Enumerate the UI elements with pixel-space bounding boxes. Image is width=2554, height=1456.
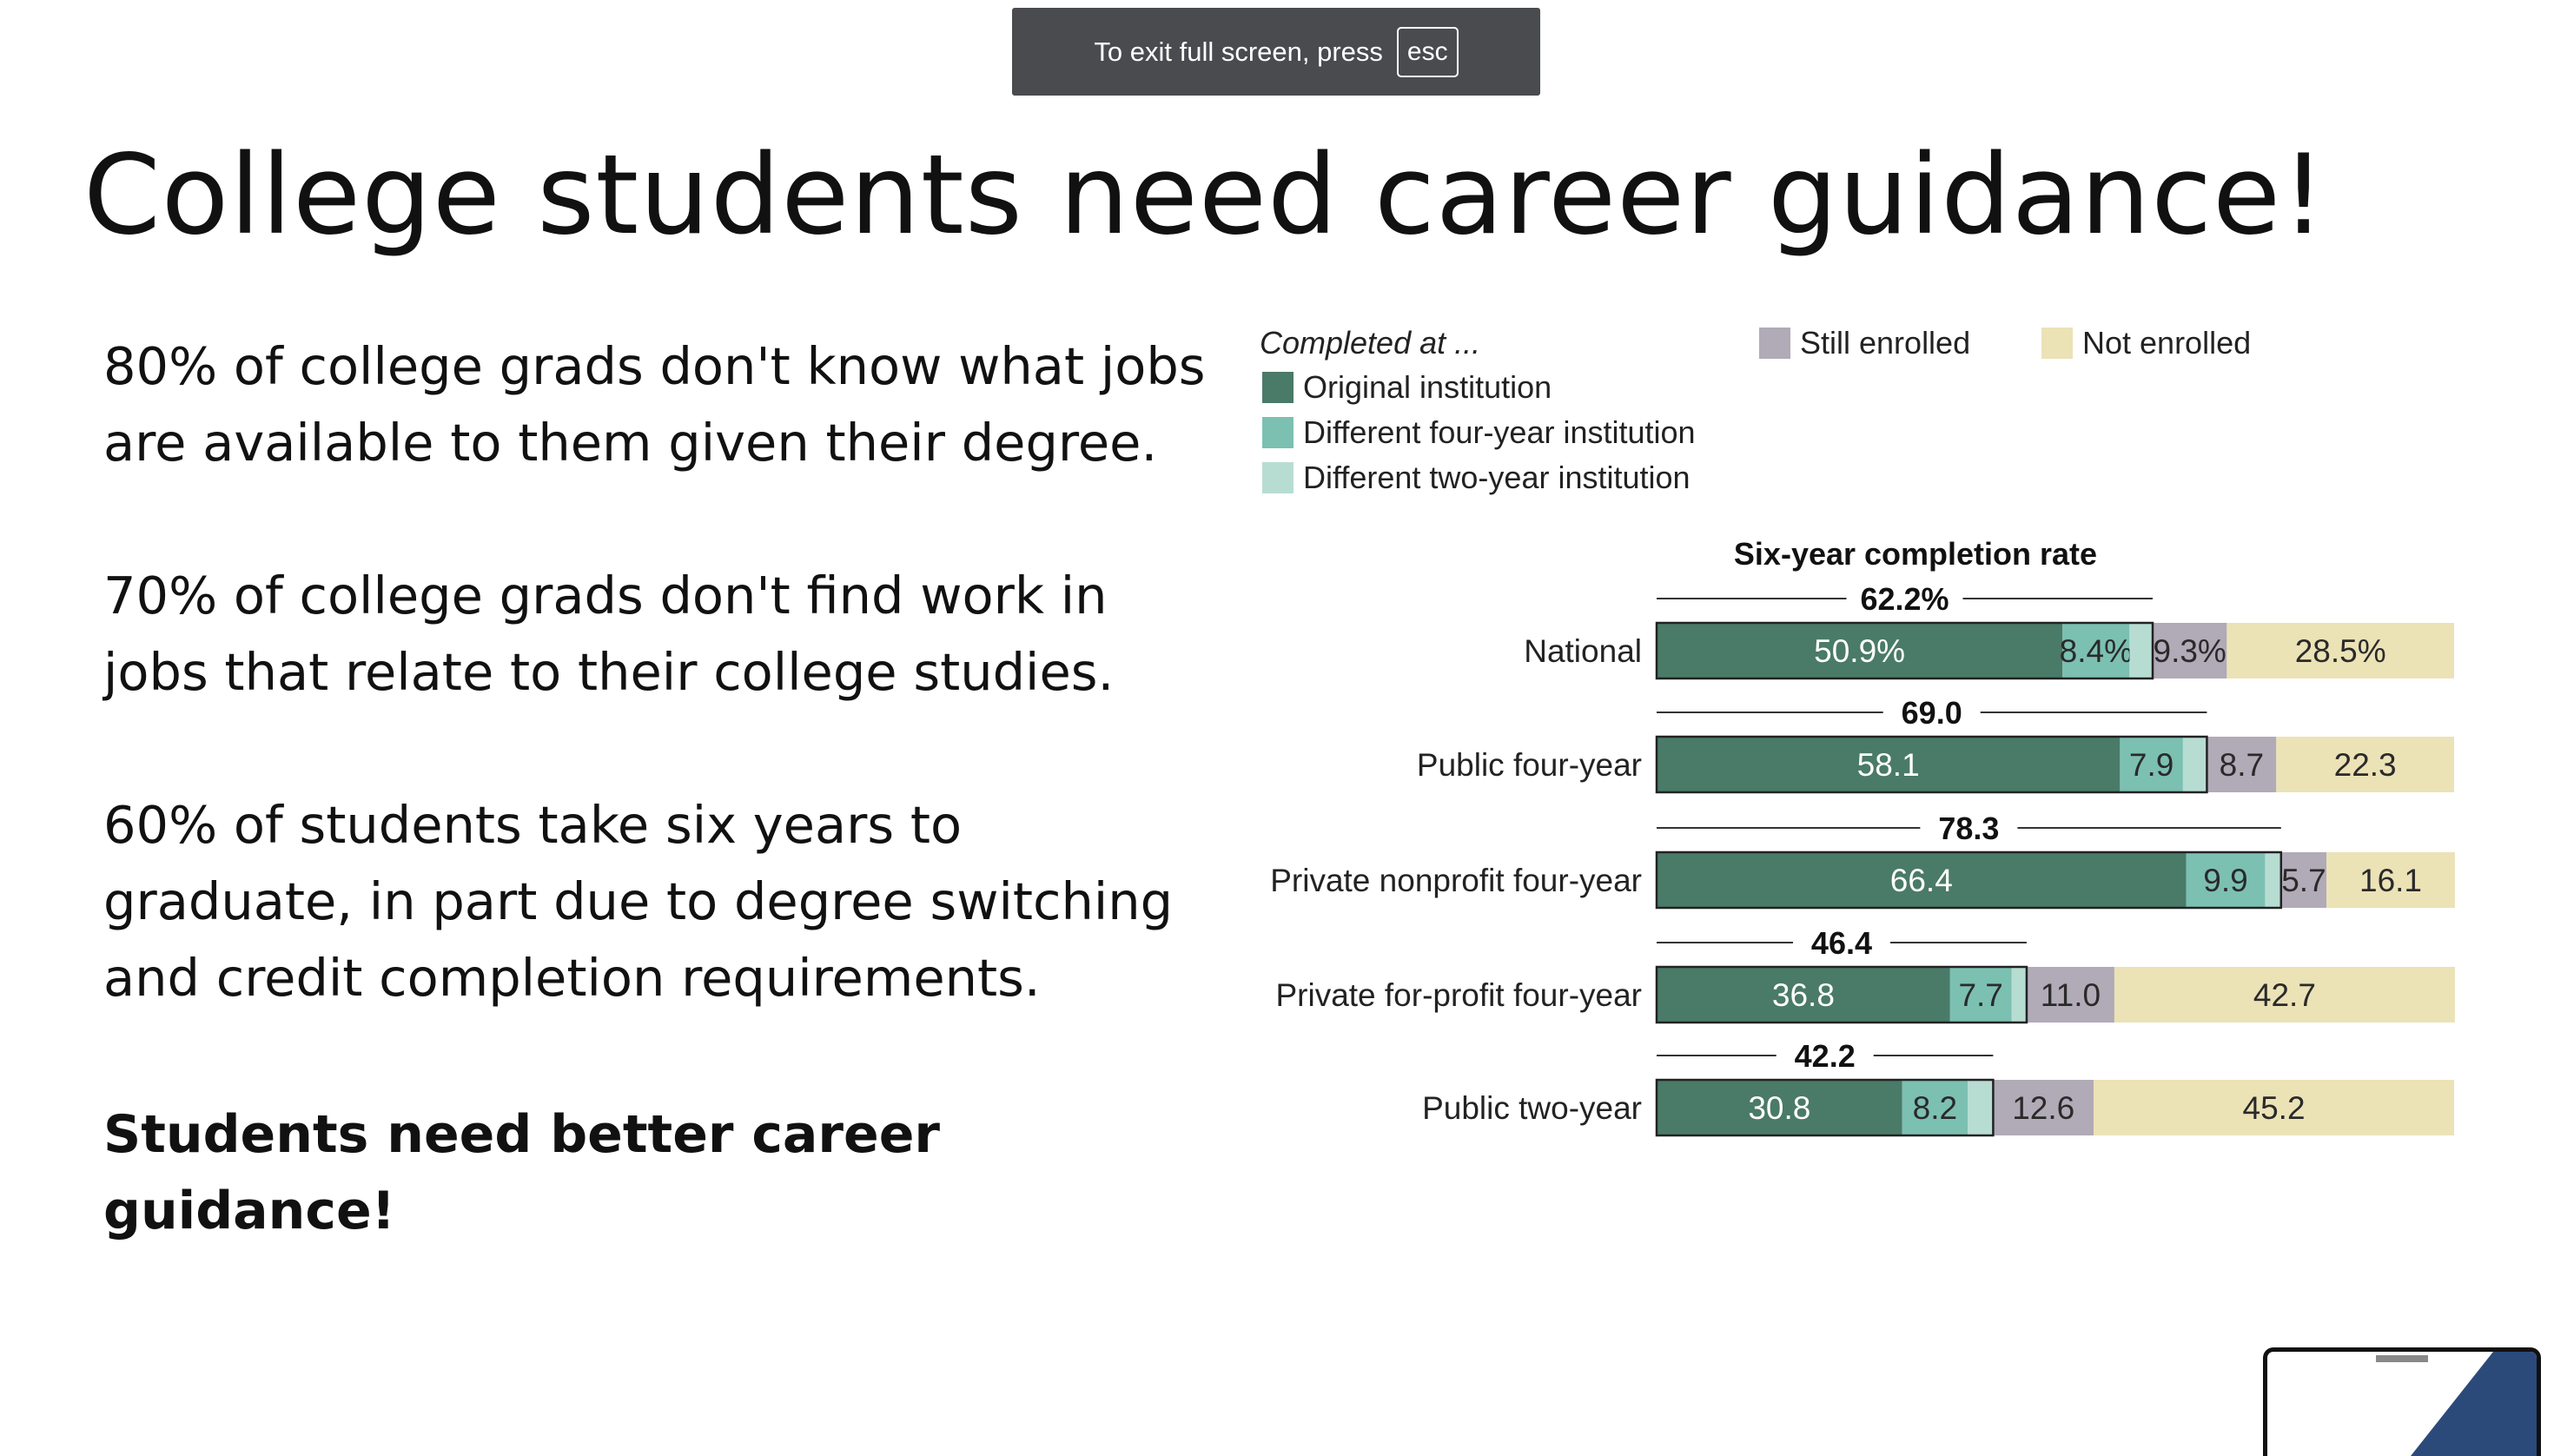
- legend-label-original: Original institution: [1303, 369, 1552, 405]
- data-label-original: 36.8: [1772, 977, 1835, 1013]
- category-label: Public four-year: [1417, 747, 1642, 783]
- bar-segment-still: [2280, 852, 2327, 908]
- legend-swatch-still: [1759, 328, 1790, 359]
- data-label-still: 9.3%: [2154, 633, 2226, 669]
- bar-segment-original: [1657, 1080, 1902, 1135]
- chart-rows: National 62.2% 50.9% 8.4% 9.3% 28.5% Public fo…: [1270, 581, 2455, 1137]
- completion-label: 78.3: [1938, 811, 1999, 846]
- data-label-not: 28.5%: [2295, 633, 2386, 669]
- data-label-not: 16.1: [2359, 863, 2422, 898]
- legend-label-diff4: Different four-year institution: [1303, 414, 1696, 450]
- chart-title: Six-year completion rate: [1734, 536, 2097, 572]
- data-label-original: 66.4: [1890, 863, 1953, 898]
- data-label-still: 12.6: [2012, 1090, 2074, 1126]
- completed-outline: [1655, 1078, 1995, 1137]
- data-label-diff4: 8.2: [1913, 1090, 1957, 1126]
- legend-label-still: Still enrolled: [1800, 325, 1970, 361]
- category-label: Public two-year: [1422, 1090, 1642, 1126]
- fullscreen-notice-text: To exit full screen, press: [1094, 36, 1383, 67]
- bar-segment-diff2: [1968, 1080, 1994, 1135]
- conclusion-text: Students need better career guidance!: [103, 1104, 940, 1241]
- completed-outline: [1655, 621, 2154, 680]
- legend-swatch-not: [2041, 328, 2073, 359]
- legend-label-diff2: Different two-year institution: [1303, 460, 1691, 495]
- esc-key-hint: esc: [1396, 26, 1459, 77]
- completed-outline: [1655, 850, 2283, 910]
- stat-paragraph-jobs-awareness: 80% of college grads don't know what job…: [103, 336, 1206, 473]
- data-label-still: 5.7: [2281, 863, 2326, 898]
- bar-segment-original: [1657, 852, 2187, 908]
- completed-outline: [1655, 965, 2028, 1024]
- bar-segment-original: [1657, 623, 2063, 678]
- bar-segment-diff4: [2062, 623, 2130, 678]
- data-label-diff4: 7.7: [1958, 977, 2002, 1013]
- completion-label: 46.4: [1811, 925, 1872, 961]
- bar-segment-diff4: [2186, 852, 2266, 908]
- chart-row: Public two-year 42.2 30.8 8.2 12.6 45.2: [1422, 1038, 2454, 1137]
- legend-heading: Completed at ...: [1260, 325, 1480, 361]
- fullscreen-exit-notice: To exit full screen, press esc: [1012, 8, 1540, 96]
- bar-segment-still: [2026, 967, 2114, 1023]
- category-label: Private nonprofit four-year: [1270, 863, 1642, 898]
- chart-row: Private for-profit four-year 46.4 36.8 7.7 1…: [1275, 925, 2455, 1024]
- chart-row: National 62.2% 50.9% 8.4% 9.3% 28.5%: [1524, 581, 2454, 680]
- stat-paragraph-graduation-time: 60% of students take six years to gradua…: [103, 795, 1174, 1008]
- bar-segment-original: [1657, 737, 2121, 792]
- bar-segment-not: [2094, 1080, 2454, 1135]
- legend-swatch-diff2: [1262, 462, 1294, 493]
- bar-segment-diff2: [2011, 967, 2027, 1023]
- data-label-original: 50.9%: [1814, 633, 1905, 669]
- bar-segment-diff2: [2265, 852, 2281, 908]
- chart-row: Public four-year 69.0 58.1 7.9 8.7 22.3: [1417, 695, 2454, 794]
- completion-label: 42.2: [1795, 1038, 1856, 1074]
- bar-segment-diff4: [1902, 1080, 1968, 1135]
- bar-segment-not: [2114, 967, 2455, 1023]
- data-label-diff4: 7.9: [2129, 747, 2174, 783]
- bar-segment-not: [2326, 852, 2455, 908]
- chart-legend: Completed at ... Original institution Dif…: [1260, 325, 2251, 495]
- data-label-original: 58.1: [1857, 747, 1920, 783]
- bar-segment-diff4: [1949, 967, 2012, 1023]
- bar-segment-diff2: [2182, 737, 2207, 792]
- completed-outline: [1655, 735, 2208, 794]
- legend-swatch-diff4: [1262, 417, 1294, 448]
- data-label-original: 30.8: [1748, 1090, 1810, 1126]
- category-label: Private for-profit four-year: [1275, 977, 1642, 1013]
- completion-label: 62.2%: [1860, 581, 1949, 617]
- bar-segment-not: [2276, 737, 2454, 792]
- legend-swatch-original: [1262, 372, 1294, 403]
- thumbnail-slide-icon: [2376, 1352, 2537, 1456]
- data-label-still: 11.0: [2041, 977, 2101, 1013]
- data-label-diff4: 9.9: [2203, 863, 2247, 898]
- data-label-not: 22.3: [2334, 747, 2397, 783]
- data-label-not: 42.7: [2253, 977, 2316, 1013]
- data-label-diff4: 8.4%: [2060, 633, 2133, 669]
- bar-segment-not: [2226, 623, 2454, 678]
- bar-segment-still: [2152, 623, 2227, 678]
- bar-segment-still: [2207, 737, 2277, 792]
- bar-segment-diff2: [2129, 623, 2153, 678]
- completion-label: 69.0: [1902, 695, 1962, 731]
- presenter-thumbnail[interactable]: [2263, 1347, 2541, 1456]
- data-label-still: 8.7: [2220, 747, 2264, 783]
- data-label-not: 45.2: [2243, 1090, 2306, 1126]
- chart-row: Private nonprofit four-year 78.3 66.4 9.9 5.…: [1270, 811, 2455, 910]
- category-label: National: [1524, 633, 1642, 669]
- slide-title: College students need career guidance!: [83, 130, 2327, 259]
- bar-segment-still: [1993, 1080, 2094, 1135]
- bar-segment-original: [1657, 967, 1950, 1023]
- bar-segment-diff4: [2120, 737, 2183, 792]
- stat-paragraph-job-relevance: 70% of college grads don't find work in …: [103, 566, 1115, 702]
- legend-label-not: Not enrolled: [2082, 325, 2251, 361]
